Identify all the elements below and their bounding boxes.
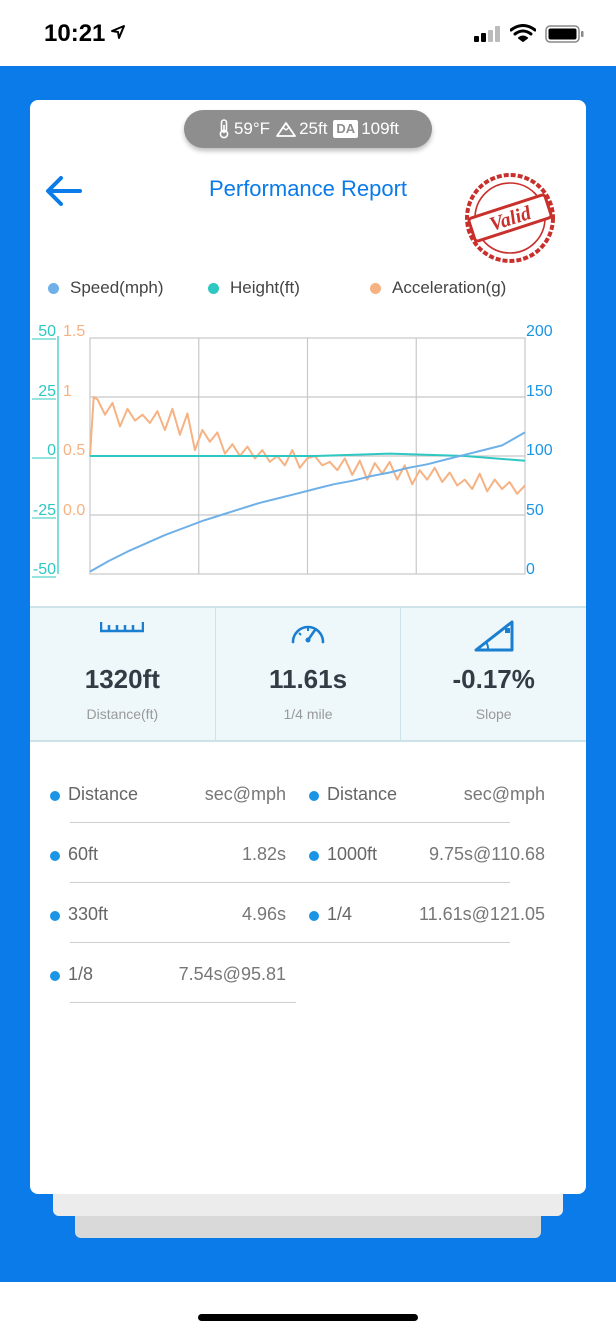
acceleration-tick-label: 1 xyxy=(63,383,72,400)
split-row: 1/8 7.54s@95.81 xyxy=(50,954,296,1003)
split-header-value: sec@mph xyxy=(204,784,286,804)
split-row: 60ft 1.82s xyxy=(50,834,510,883)
legend-dot xyxy=(208,282,219,294)
legend-item-height: Height(ft) xyxy=(208,278,300,298)
divider xyxy=(70,1002,296,1003)
stat-distance: 1320ft Distance(ft) xyxy=(30,608,216,740)
legend-dot xyxy=(48,282,59,294)
split-distance: 1/8 xyxy=(68,964,94,984)
split-time: 7.54s@95.81 xyxy=(178,964,286,984)
split-time: 1.82s xyxy=(241,844,286,864)
series-line-accelerationg xyxy=(89,396,526,495)
split-header-left: Distance sec@mph xyxy=(50,774,510,823)
stat-value: 1320ft xyxy=(84,664,160,694)
stat-label: Distance(ft) xyxy=(86,706,159,722)
bullet xyxy=(309,791,319,801)
home-indicator xyxy=(198,1314,418,1321)
split-header-right: Distance sec@mph xyxy=(309,774,545,820)
split-distance: 330ft xyxy=(68,904,109,924)
back-arrow-icon[interactable] xyxy=(44,174,84,208)
split-time: 4.96s xyxy=(241,904,286,924)
split-distance: 1000ft xyxy=(327,844,378,864)
speed-tick-label: 50 xyxy=(526,502,544,519)
bullet xyxy=(50,791,60,801)
stats-panel: 1320ft Distance(ft) 11.61s 1/4 mile xyxy=(30,606,586,742)
density-altitude-badge: DA xyxy=(333,120,359,138)
bullet xyxy=(50,851,60,861)
legend-label: Height(ft) xyxy=(230,278,300,297)
bullet xyxy=(309,851,319,861)
legend-label: Speed(mph) xyxy=(70,278,164,297)
stat-value: -0.17% xyxy=(452,664,535,694)
chart-legend: Speed(mph) Height(ft) Acceleration(g) xyxy=(30,278,586,302)
speed-tick-label: 0 xyxy=(526,561,535,578)
legend-item-speed: Speed(mph) xyxy=(48,278,164,298)
thermometer-icon xyxy=(219,119,229,139)
split-row: 1000ft 9.75s@110.68 xyxy=(309,834,545,880)
performance-chart: 50 25 0 -25 -50 1.5 1 0.5 0.0 200 150 100 50 0 xyxy=(32,323,553,578)
split-distance: 1/4 xyxy=(327,904,353,924)
acceleration-tick-label: 0.0 xyxy=(63,502,85,519)
stat-value: 11.61s xyxy=(268,664,348,694)
divider xyxy=(70,882,510,883)
speed-tick-label: 200 xyxy=(526,323,553,340)
bullet xyxy=(50,911,60,921)
split-row: 1/4 11.61s@121.05 xyxy=(309,894,545,940)
elevation-value: 25ft xyxy=(299,119,328,138)
series-line-speedmph xyxy=(89,431,526,573)
height-tick-label: 0 xyxy=(47,442,56,459)
split-header-name: Distance xyxy=(68,784,139,804)
speedometer-icon xyxy=(291,625,325,644)
slope-icon xyxy=(474,620,514,652)
ruler-icon xyxy=(100,622,145,633)
page-title: Performance Report xyxy=(208,176,408,201)
height-tick-label: -25 xyxy=(33,502,56,519)
divider xyxy=(70,942,510,943)
divider xyxy=(70,822,510,823)
card-stack-shadow xyxy=(53,1190,563,1216)
battery-icon xyxy=(545,25,584,43)
split-header-value: sec@mph xyxy=(463,784,545,804)
stat-slope: -0.17% Slope xyxy=(401,608,586,740)
valid-stamp-icon: Valid xyxy=(465,173,555,263)
cellular-signal-icon xyxy=(474,26,500,42)
mountain-icon xyxy=(276,122,296,137)
stat-label: 1/4 mile xyxy=(283,706,333,722)
height-tick-label: -50 xyxy=(33,561,56,578)
weather-pill: 59°F 25ft DA 109ft xyxy=(184,110,432,148)
report-card: 59°F 25ft DA 109ft Performance Report Va… xyxy=(30,100,586,1194)
split-time: 9.75s@110.68 xyxy=(428,844,545,864)
legend-label: Acceleration(g) xyxy=(392,278,507,297)
split-distance: 60ft xyxy=(68,844,99,864)
split-header-name: Distance xyxy=(327,784,398,804)
speed-tick-label: 100 xyxy=(526,442,553,459)
height-tick-label: 50 xyxy=(38,323,56,340)
split-row: 330ft 4.96s xyxy=(50,894,510,943)
stat-label: Slope xyxy=(475,706,512,722)
bullet xyxy=(309,911,319,921)
acceleration-tick-label: 1.5 xyxy=(63,323,85,340)
bullet xyxy=(50,971,60,981)
location-arrow-icon xyxy=(111,25,125,39)
density-altitude-value: 109ft xyxy=(361,119,400,138)
split-time: 11.61s@121.05 xyxy=(418,904,545,924)
speed-tick-label: 150 xyxy=(526,383,553,400)
status-bar: 10:21 xyxy=(0,0,616,66)
stat-quarter-mile: 11.61s 1/4 mile xyxy=(216,608,402,740)
height-tick-label: 25 xyxy=(38,383,56,400)
acceleration-tick-label: 0.5 xyxy=(63,442,85,459)
status-time: 10:21 xyxy=(44,20,106,47)
wifi-icon xyxy=(510,24,536,42)
temperature-value: 59°F xyxy=(233,119,271,138)
series-line-heightft xyxy=(90,452,526,462)
legend-dot xyxy=(370,282,381,294)
legend-item-acceleration: Acceleration(g) xyxy=(370,278,506,298)
